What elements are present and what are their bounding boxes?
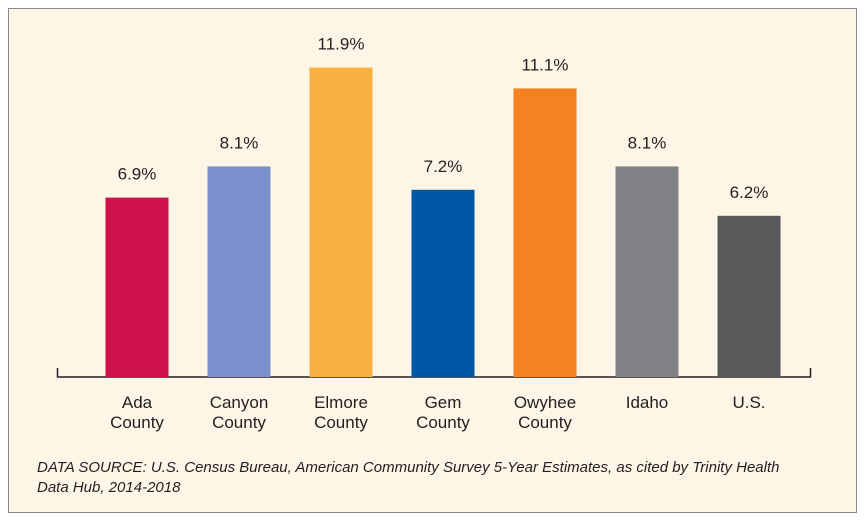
value-label: 11.9% [318, 35, 365, 54]
value-label: 6.2% [730, 183, 769, 202]
x-tick-label: Owyhee County [513, 393, 577, 432]
value-label: 8.1% [220, 133, 259, 152]
chart: 6.9% 8.1% 11.9% 7.2% 11.1% 8.1% 6.2% [56, 35, 812, 378]
x-tick-label: Idaho [625, 393, 669, 412]
value-label: 7.2% [424, 157, 463, 176]
chart-frame: 6.9% 8.1% 11.9% 7.2% 11.1% 8.1% 6.2% DATA SOUR… [8, 8, 857, 513]
bar [513, 88, 577, 378]
bar [309, 67, 373, 377]
bar [615, 166, 679, 377]
x-tick-label: Elmore County [314, 393, 368, 432]
x-tick-label: Canyon County [209, 393, 269, 432]
bar [411, 189, 475, 377]
bar [105, 197, 169, 377]
bar [207, 166, 271, 377]
value-label: 8.1% [628, 133, 667, 152]
value-label: 6.9% [118, 165, 157, 184]
x-tick-label: Ada County [110, 393, 164, 432]
value-label: 11.1% [522, 55, 569, 74]
x-tick-label: U.S. [732, 393, 766, 412]
x-tick-label: Gem County [416, 393, 470, 432]
bar [717, 215, 781, 377]
data-source: DATA SOURCE: U.S. Census Bureau, America… [37, 459, 780, 496]
